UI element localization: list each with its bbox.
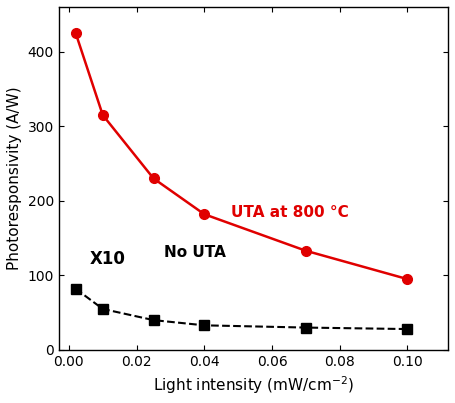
Y-axis label: Photoresponsivity (A/W): Photoresponsivity (A/W) (7, 87, 22, 270)
Text: X10: X10 (89, 250, 125, 268)
X-axis label: Light intensity (mW/cm$^{-2}$): Light intensity (mW/cm$^{-2}$) (153, 374, 354, 396)
Text: No UTA: No UTA (164, 245, 226, 260)
Text: UTA at 800 °C: UTA at 800 °C (232, 205, 349, 220)
